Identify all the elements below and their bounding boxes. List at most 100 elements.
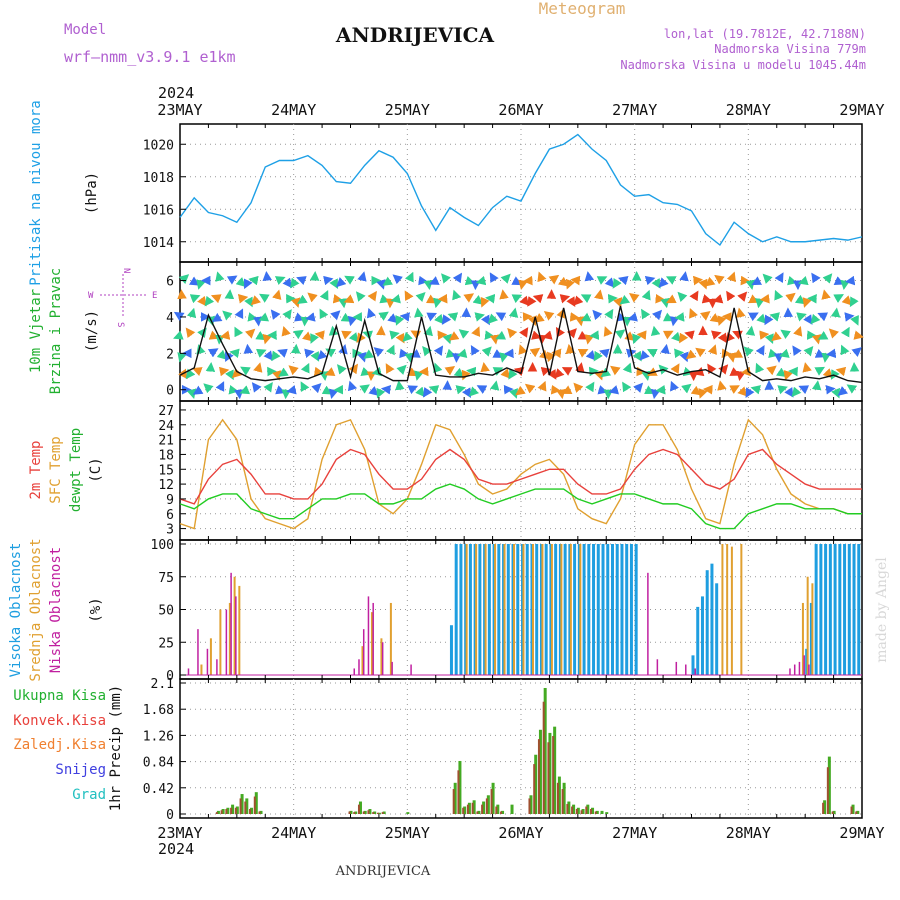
wind-arrow xyxy=(243,278,253,290)
wind-arrow xyxy=(748,294,760,304)
coords-text: lon,lat (19.7812E, 42.7188N) xyxy=(664,27,866,41)
wind-arrow xyxy=(745,279,756,290)
convective-precip-bar xyxy=(253,796,256,814)
wind-arrow xyxy=(613,297,623,308)
convective-precip-bar xyxy=(556,782,559,814)
wind-arrow xyxy=(197,295,207,307)
wind-arrow xyxy=(748,312,759,322)
wind-arrow xyxy=(527,296,537,307)
mid-cloud-bar xyxy=(503,544,506,675)
wind-arrow xyxy=(632,333,642,345)
wind-arrow xyxy=(660,297,670,309)
wind-arrow xyxy=(684,330,695,340)
wind-arrow xyxy=(830,307,841,318)
wind-arrow xyxy=(234,326,244,338)
wind-arrow xyxy=(329,278,339,290)
wind-arrow xyxy=(849,296,859,308)
wind-arrow xyxy=(732,349,744,358)
wind-arrow xyxy=(319,370,329,382)
wind-arrow xyxy=(791,386,802,398)
wind-arrow xyxy=(798,275,809,286)
wind-arrow xyxy=(511,276,523,286)
wind-arrow xyxy=(218,366,230,377)
wind-ylabel-sub: Brzina i Pravac xyxy=(48,268,64,394)
wind-arrow xyxy=(255,348,267,358)
convective-precip-bar xyxy=(353,812,356,814)
wind-arrow xyxy=(216,349,228,360)
wind-arrow xyxy=(619,294,631,305)
wind-arrow xyxy=(584,271,595,282)
wind-arrow xyxy=(561,367,573,376)
mid-cloud-bar xyxy=(219,609,222,675)
wind-arrow xyxy=(359,384,370,394)
wind-arrow xyxy=(294,312,305,322)
wind-arrow xyxy=(441,273,451,284)
wind-arrow xyxy=(580,312,592,322)
compass-east: E xyxy=(152,291,157,301)
wind-arrow xyxy=(395,380,405,391)
wind-arrow xyxy=(698,388,708,399)
wind-arrow xyxy=(225,351,234,362)
total-precip-bar xyxy=(538,729,542,814)
high-cloud-bar xyxy=(601,544,605,675)
wind-arrow xyxy=(532,294,544,304)
wind-arrow xyxy=(666,294,677,304)
convective-precip-bar xyxy=(230,807,233,814)
wind-arrow xyxy=(426,312,438,322)
wind-arrow xyxy=(282,277,293,289)
y-tick-label: 0 xyxy=(166,808,174,823)
total-precip-bar xyxy=(458,760,462,814)
wind-arrow xyxy=(300,316,310,327)
mid-cloud-bar xyxy=(389,602,392,675)
low-cloud-bar xyxy=(235,596,237,675)
wind-arrow xyxy=(658,277,669,288)
wind-arrow xyxy=(385,363,395,374)
y-tick-label: 2 xyxy=(166,347,174,362)
wind-arrow xyxy=(679,351,689,363)
model-name: wrf–nmm_v3.9.1 e1km xyxy=(64,48,236,66)
y-tick-label: 9 xyxy=(166,493,174,508)
convective-precip-bar xyxy=(831,811,834,814)
wind-arrow xyxy=(570,275,581,286)
high-cloud-bar xyxy=(554,544,558,675)
wind-arrow xyxy=(445,348,457,358)
wind-arrow xyxy=(489,380,500,391)
convective-precip-bar xyxy=(452,789,455,814)
convective-precip-bar xyxy=(462,807,465,814)
model-elevation-text: Nadmorska Visina u modelu 1045.44m xyxy=(620,58,866,72)
grid-layer xyxy=(180,124,862,818)
wind-arrow xyxy=(650,325,661,337)
wind-arrow xyxy=(604,308,614,320)
wind-arrow xyxy=(537,380,547,392)
total-precip-bar xyxy=(548,732,552,814)
wind-arrow xyxy=(215,271,225,282)
high-cloud-bar xyxy=(824,544,828,675)
total-precip-bar xyxy=(595,810,599,814)
wind-arrow xyxy=(522,312,533,322)
wind-arrow xyxy=(452,289,462,301)
sfc-temp-line xyxy=(179,418,862,530)
wind-arrow xyxy=(608,385,620,395)
wind-arrow xyxy=(248,275,259,286)
wind-arrow xyxy=(191,367,203,377)
wind-arrow xyxy=(561,385,573,395)
wind-arrow xyxy=(205,361,216,372)
wind-arrow xyxy=(244,296,253,308)
wind-arrow xyxy=(290,277,300,289)
wind-arrow xyxy=(851,347,862,358)
high-cloud-bar xyxy=(857,544,861,675)
wind-arrow xyxy=(332,294,344,304)
wind-arrow xyxy=(368,386,379,396)
wind-arrow xyxy=(239,385,251,395)
wind-arrow xyxy=(476,385,488,394)
wind-arrow xyxy=(407,367,418,377)
low-cloud-bar xyxy=(362,629,365,675)
wind-arrow xyxy=(330,310,341,321)
wind-arrow xyxy=(518,327,529,338)
wind-arrow xyxy=(717,332,728,344)
wind-arrow xyxy=(665,276,677,285)
wind-arrow xyxy=(537,271,547,283)
wind-arrow xyxy=(756,313,767,324)
wind-arrow xyxy=(286,385,297,395)
mid-cloud-bar xyxy=(560,544,563,675)
